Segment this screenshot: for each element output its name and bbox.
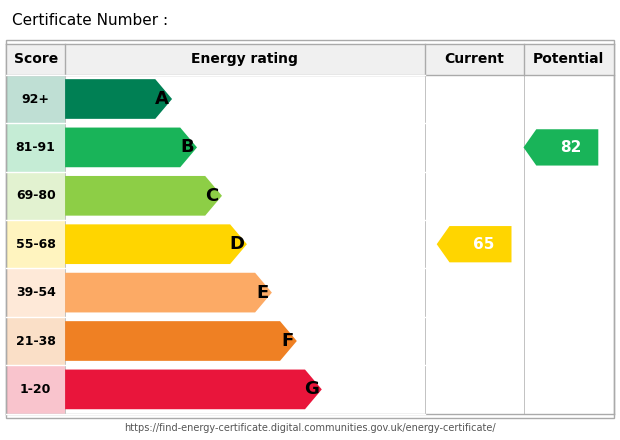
- Text: A: A: [156, 90, 169, 108]
- FancyBboxPatch shape: [6, 365, 65, 414]
- Text: 39-54: 39-54: [16, 286, 56, 299]
- FancyBboxPatch shape: [6, 172, 65, 220]
- Text: Potential: Potential: [533, 52, 604, 66]
- Text: https://find-energy-certificate.digital.communities.gov.uk/energy-certificate/: https://find-energy-certificate.digital.…: [124, 423, 496, 433]
- Text: 81-91: 81-91: [16, 141, 56, 154]
- Text: 92+: 92+: [22, 92, 50, 106]
- Text: B: B: [180, 139, 194, 156]
- FancyBboxPatch shape: [6, 75, 65, 123]
- Polygon shape: [65, 224, 247, 264]
- FancyBboxPatch shape: [6, 220, 65, 268]
- FancyBboxPatch shape: [6, 123, 65, 172]
- Text: Current: Current: [445, 52, 504, 66]
- Polygon shape: [523, 129, 598, 165]
- Text: F: F: [281, 332, 293, 350]
- Text: Energy rating: Energy rating: [192, 52, 298, 66]
- Text: 1-20: 1-20: [20, 383, 51, 396]
- FancyBboxPatch shape: [6, 317, 65, 365]
- Text: Certificate Number :: Certificate Number :: [12, 13, 169, 28]
- Text: C: C: [206, 187, 219, 205]
- Text: D: D: [229, 235, 245, 253]
- Text: 69-80: 69-80: [16, 189, 56, 202]
- Polygon shape: [65, 176, 222, 216]
- Polygon shape: [436, 226, 511, 262]
- Polygon shape: [65, 128, 197, 167]
- Text: E: E: [256, 284, 268, 301]
- Polygon shape: [65, 370, 322, 409]
- FancyBboxPatch shape: [6, 268, 65, 317]
- Polygon shape: [65, 273, 272, 312]
- Text: 65: 65: [473, 237, 494, 252]
- Text: G: G: [304, 381, 319, 398]
- Text: 21-38: 21-38: [16, 334, 56, 348]
- Text: Score: Score: [14, 52, 58, 66]
- FancyBboxPatch shape: [6, 44, 614, 75]
- Text: 82: 82: [560, 140, 581, 155]
- Polygon shape: [65, 79, 172, 119]
- Polygon shape: [65, 321, 297, 361]
- Text: 55-68: 55-68: [16, 238, 56, 251]
